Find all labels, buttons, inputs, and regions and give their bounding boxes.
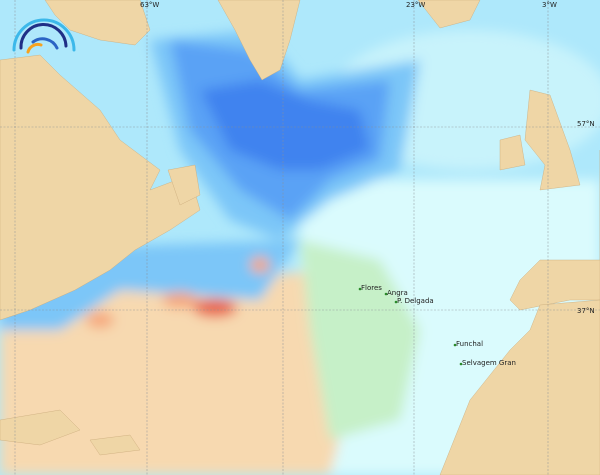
newfoundland	[167, 164, 201, 206]
place-label: P. Delgada	[397, 297, 434, 305]
place-flores[interactable]: Flores	[358, 284, 383, 292]
caribbean	[0, 409, 141, 456]
place-label: Flores	[361, 284, 382, 292]
place-label: Angra	[387, 289, 408, 297]
iceland	[417, 0, 481, 29]
ireland	[499, 134, 526, 171]
place-p-delgada[interactable]: P. Delgada	[394, 297, 434, 305]
place-markers: Flores Angra P. Delgada Funchal Selvagem…	[358, 284, 516, 367]
europe	[509, 150, 600, 311]
baffin-island	[44, 0, 151, 46]
lon-label: 23°W	[406, 1, 425, 9]
place-funchal[interactable]: Funchal	[453, 340, 483, 348]
lat-label: 57°N	[577, 120, 595, 128]
place-label: Funchal	[456, 340, 483, 348]
lon-label: 3°W	[542, 1, 557, 9]
place-selvagem-gran[interactable]: Selvagem Gran	[459, 359, 516, 367]
axis-labels: 63°W 23°W 3°W 57°N 37°N	[140, 1, 595, 315]
lat-label: 37°N	[577, 307, 595, 315]
place-label: Selvagem Gran	[462, 359, 516, 367]
place-angra[interactable]: Angra	[384, 289, 408, 297]
greenland	[217, 0, 301, 81]
lon-label: 63°W	[140, 1, 159, 9]
africa	[439, 299, 600, 475]
british-isles	[524, 89, 581, 191]
waves-arc-logo-icon	[12, 18, 76, 54]
